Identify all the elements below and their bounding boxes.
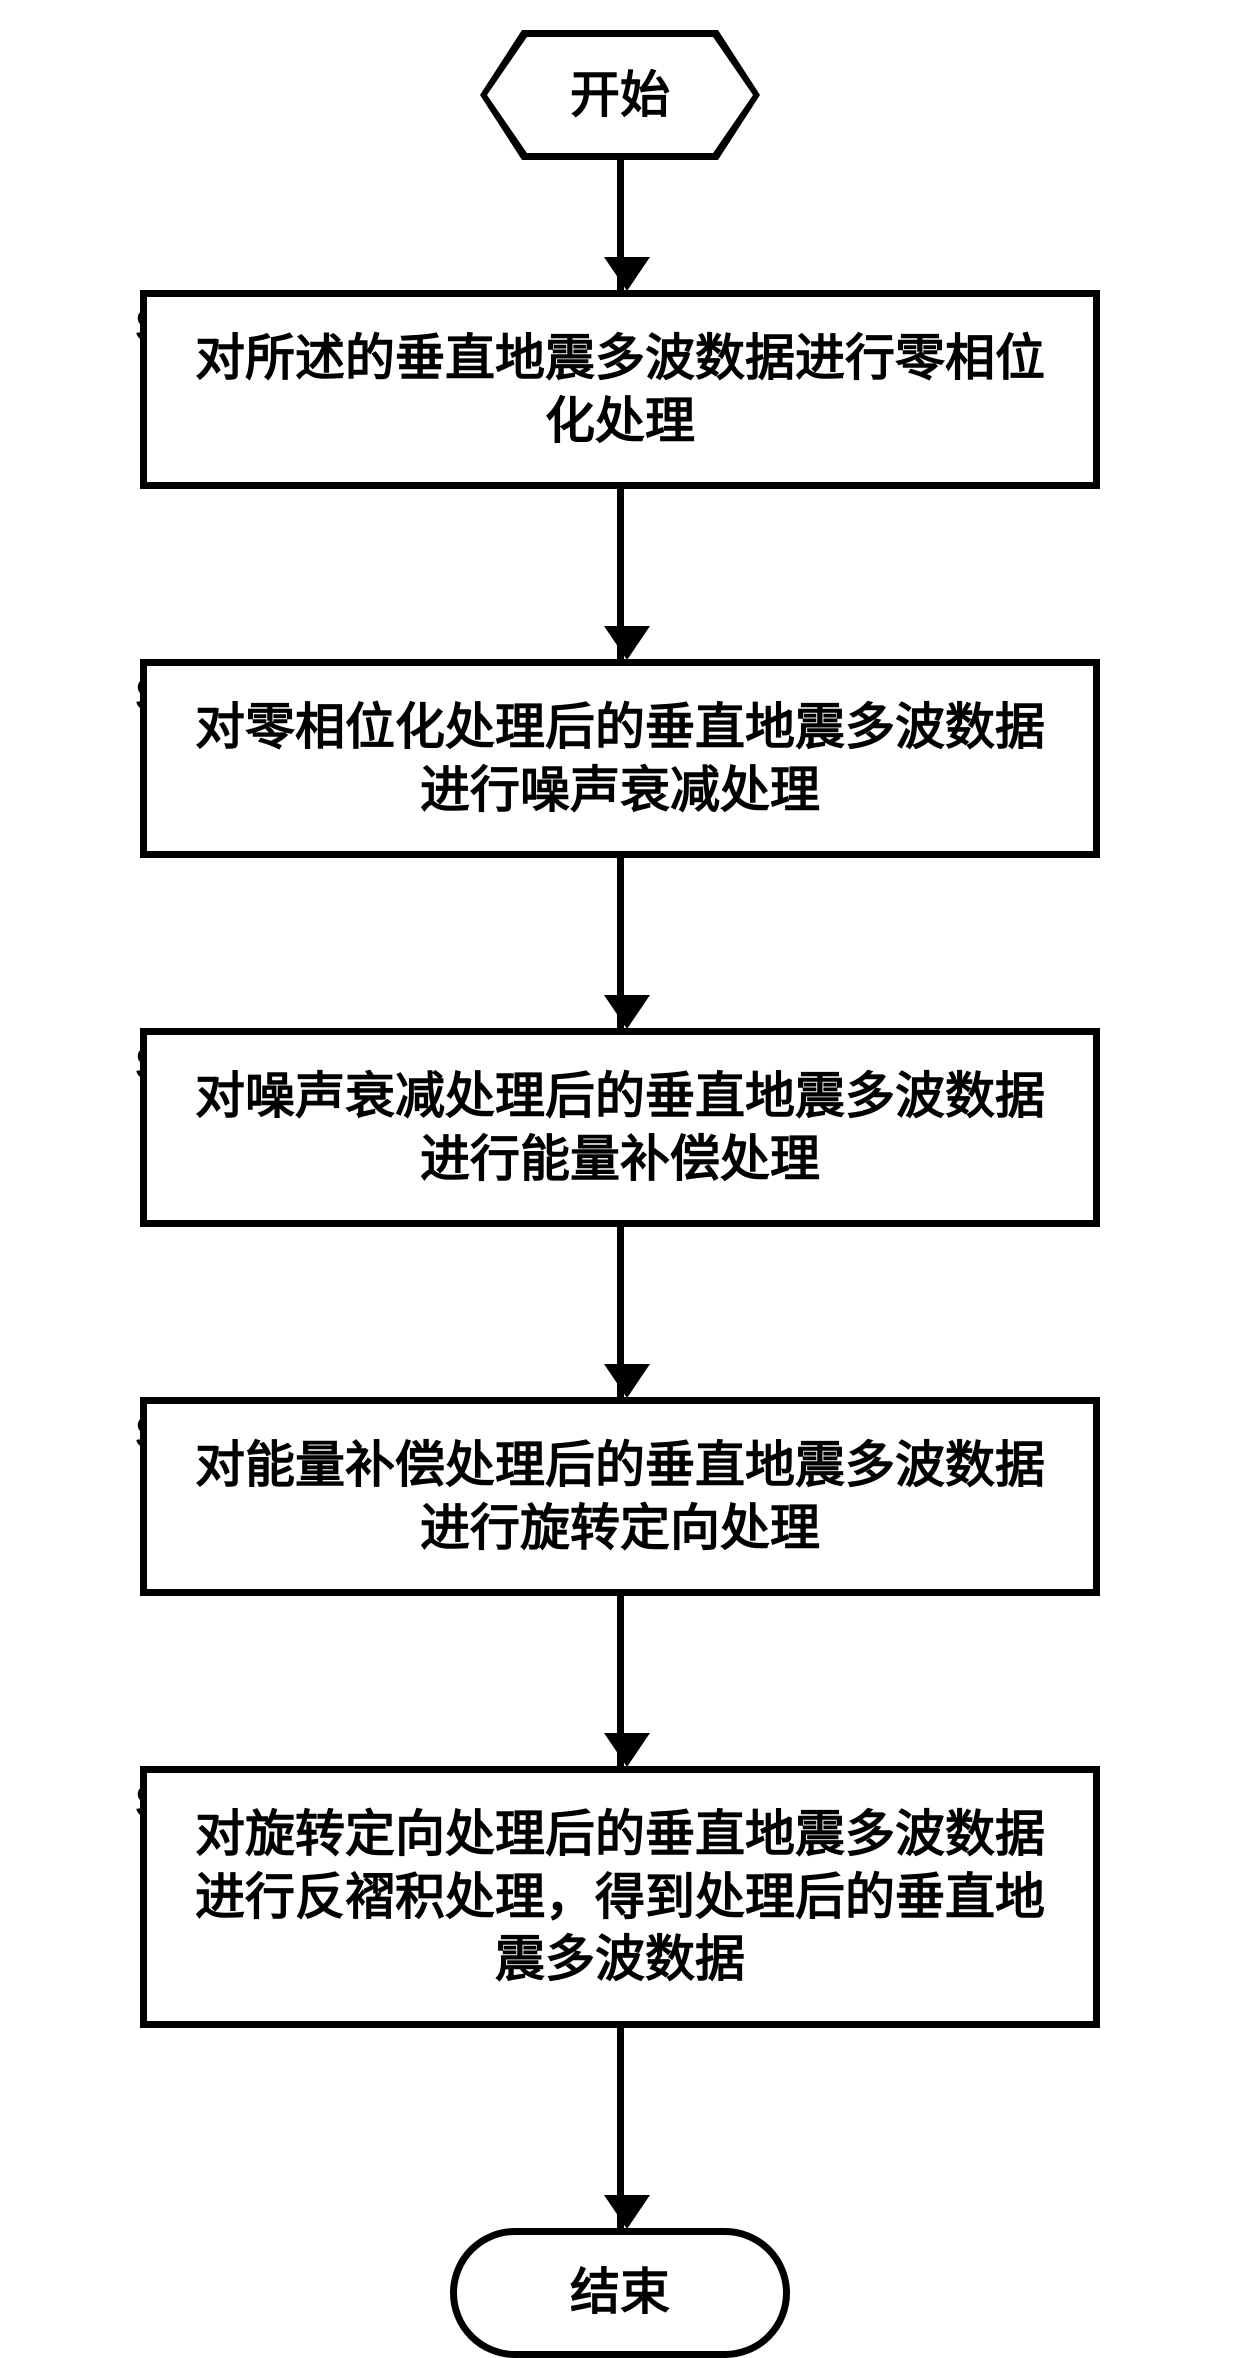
arrow-s202-to-s203: [617, 858, 624, 1028]
flowchart-container: 开始 S201 对所述的垂直地震多波数据进行零相位化处理 S202 对零相位化处…: [0, 30, 1240, 2358]
process-text-s204: 对能量补偿处理后的垂直地震多波数据进行旋转定向处理: [187, 1434, 1053, 1559]
arrow-s205-to-end: [617, 2028, 624, 2228]
arrow-s204-to-s205: [617, 1596, 624, 1766]
step-row-s204: S204 对能量补偿处理后的垂直地震多波数据进行旋转定向处理: [140, 1397, 1100, 1596]
arrow-s203-to-s204: [617, 1227, 624, 1397]
process-s204: 对能量补偿处理后的垂直地震多波数据进行旋转定向处理: [140, 1397, 1100, 1596]
process-text-s202: 对零相位化处理后的垂直地震多波数据进行噪声衰减处理: [187, 696, 1053, 821]
process-s203: 对噪声衰减处理后的垂直地震多波数据进行能量补偿处理: [140, 1028, 1100, 1227]
process-text-s203: 对噪声衰减处理后的垂直地震多波数据进行能量补偿处理: [187, 1065, 1053, 1190]
end-terminator: 结束: [450, 2228, 790, 2358]
step-row-s201: S201 对所述的垂直地震多波数据进行零相位化处理: [140, 290, 1100, 489]
start-label: 开始: [570, 68, 670, 123]
arrow-s201-to-s202: [617, 489, 624, 659]
process-text-s201: 对所述的垂直地震多波数据进行零相位化处理: [187, 327, 1053, 452]
start-terminator: 开始: [480, 30, 760, 160]
process-s202: 对零相位化处理后的垂直地震多波数据进行噪声衰减处理: [140, 659, 1100, 858]
end-label: 结束: [570, 2265, 670, 2320]
step-row-s205: S205 对旋转定向处理后的垂直地震多波数据进行反褶积处理，得到处理后的垂直地震…: [140, 1766, 1100, 2028]
step-row-s202: S202 对零相位化处理后的垂直地震多波数据进行噪声衰减处理: [140, 659, 1100, 858]
process-s201: 对所述的垂直地震多波数据进行零相位化处理: [140, 290, 1100, 489]
step-row-s203: S203 对噪声衰减处理后的垂直地震多波数据进行能量补偿处理: [140, 1028, 1100, 1227]
arrow-start-to-s201: [617, 160, 624, 290]
process-s205: 对旋转定向处理后的垂直地震多波数据进行反褶积处理，得到处理后的垂直地震多波数据: [140, 1766, 1100, 2028]
process-text-s205: 对旋转定向处理后的垂直地震多波数据进行反褶积处理，得到处理后的垂直地震多波数据: [187, 1803, 1053, 1991]
